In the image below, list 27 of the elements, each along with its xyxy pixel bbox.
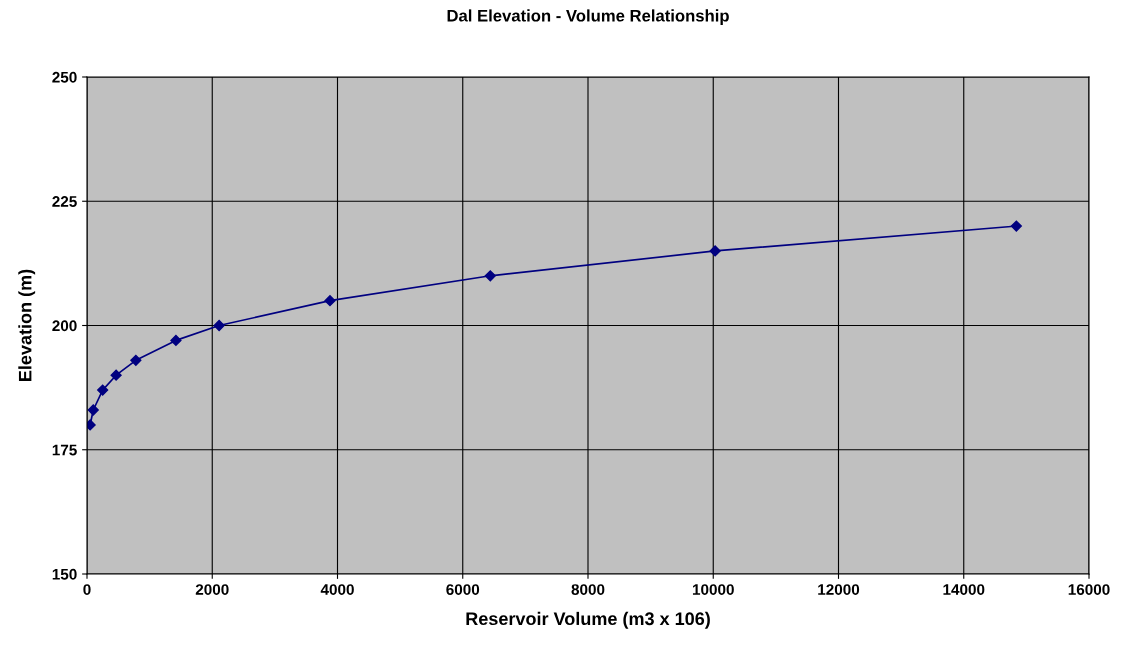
point [1010, 220, 1022, 232]
x-tick-label: 4000 [320, 584, 354, 595]
y-tick-label: 200 [52, 320, 77, 332]
x-tick-label: 6000 [446, 584, 480, 595]
x-axis-title: Reservoir Volume (m3 x 106) [466, 611, 710, 629]
point [97, 384, 109, 396]
y-tick-label: 250 [52, 71, 77, 83]
point [484, 270, 496, 282]
x-tick-label: 8000 [571, 584, 605, 595]
point [87, 404, 99, 416]
x-tick-label: 0 [83, 584, 91, 595]
x-tick-label: 12000 [818, 584, 860, 595]
y-axis-title: Elevation (m) [18, 269, 36, 381]
x-tick-label: 10000 [692, 584, 734, 595]
point [170, 334, 182, 347]
y-tick-label: 150 [52, 568, 77, 580]
point [110, 369, 122, 381]
point [709, 245, 721, 257]
point [130, 354, 142, 366]
y-tick-label: 175 [52, 444, 77, 456]
point [324, 295, 336, 307]
x-tick-label: 16000 [1068, 584, 1110, 595]
x-tick-label: 2000 [195, 584, 229, 595]
point [213, 319, 225, 332]
y-tick-label: 225 [52, 196, 77, 207]
chart-title: Dal Elevation - Volume Relationship [447, 9, 729, 25]
x-tick-label: 14000 [943, 584, 985, 595]
